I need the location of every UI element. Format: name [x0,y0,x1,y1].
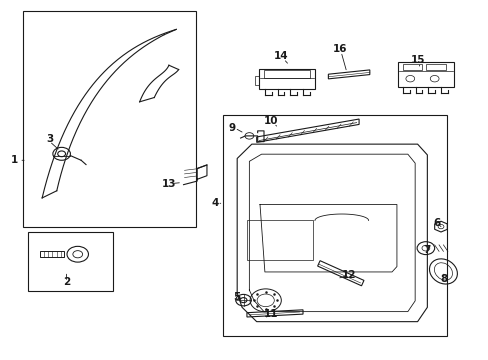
Text: 5: 5 [233,292,240,302]
Text: 14: 14 [273,51,288,61]
Text: 13: 13 [162,179,176,189]
Bar [264,70,310,78]
Text: 9: 9 [228,123,235,133]
Text: 16: 16 [332,44,346,54]
Bar [222,116,446,336]
Text: 8: 8 [440,274,447,284]
Text: 7: 7 [423,245,430,255]
Bar [255,76,259,85]
Bar [259,69,315,89]
Bar [22,12,195,226]
Bar [426,64,445,71]
Bar [246,220,313,260]
Text: 11: 11 [264,310,278,319]
Bar [397,62,453,87]
Text: 15: 15 [409,55,424,65]
Text: 6: 6 [432,218,440,228]
Text: 3: 3 [46,134,53,144]
Text: 4: 4 [211,198,219,208]
Text: 10: 10 [264,116,278,126]
Bar [402,64,422,71]
Bar [40,251,64,257]
Text: 12: 12 [342,270,356,280]
Bar [27,232,113,291]
Text: 2: 2 [63,277,70,287]
Text: 1: 1 [11,155,18,165]
